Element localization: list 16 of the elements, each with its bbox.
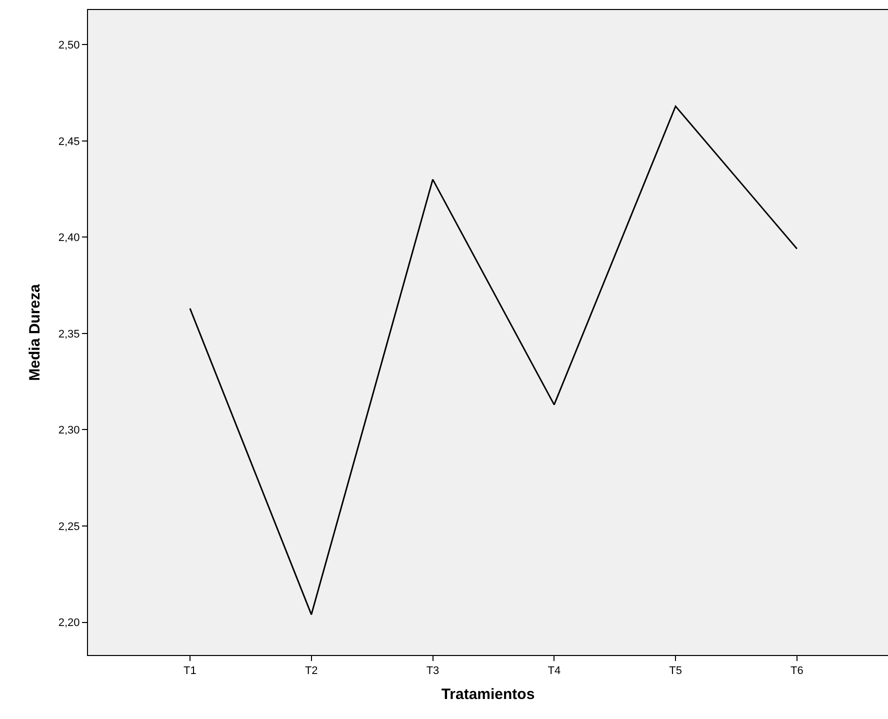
y-tick-label: 2,30 [58, 424, 80, 437]
y-tick-label: 2,40 [58, 232, 80, 244]
y-tick-label: 2,45 [58, 136, 80, 148]
y-tick-label: 2,25 [58, 520, 80, 533]
x-tick-label: T3 [426, 665, 440, 678]
y-axis-title: Media Dureza [26, 284, 44, 381]
y-tick-label: 2,35 [58, 328, 80, 340]
x-tick-label: T1 [184, 665, 196, 678]
x-axis-title: Tratamientos [441, 686, 535, 704]
y-tick-label: 2,50 [58, 40, 80, 52]
y-tick-label: 2,20 [58, 617, 80, 630]
line-series [189, 106, 798, 616]
x-tick-label: T5 [669, 665, 682, 678]
x-tick-label: T6 [790, 665, 804, 678]
x-tick-label: T4 [548, 665, 561, 678]
x-tick-label: T2 [304, 665, 318, 678]
